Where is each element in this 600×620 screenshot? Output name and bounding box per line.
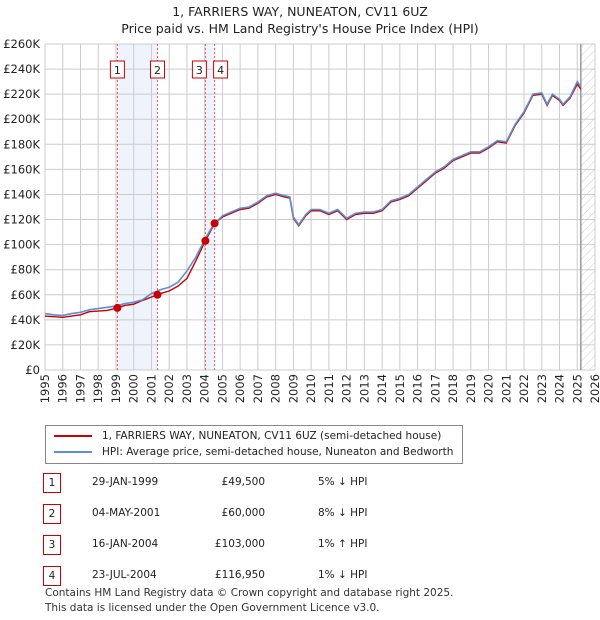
x-tick-label: 2006 [233,374,247,403]
y-tick-label: £180K [3,137,40,151]
sale-label: 3 [196,64,203,77]
sale-label: 2 [154,64,161,77]
chart-title: 1, FARRIERS WAY, NUNEATON, CV11 6UZ [172,4,428,19]
shaded-period-3-4 [205,44,215,370]
row-number: 3 [43,535,61,555]
x-tick-label: 2023 [535,374,549,403]
x-tick-label: 2026 [588,374,600,403]
table-row: 3 16-JAN-2004 £103,000 1% ↑ HPI [0,535,600,555]
x-tick-label: 2020 [482,374,496,403]
x-tick-label: 2004 [198,374,212,403]
y-tick-label: £240K [3,62,40,76]
shaded-period-1-2 [117,44,158,370]
x-tick-label: 2018 [446,374,460,403]
x-tick-label: 1999 [109,374,123,403]
sale-label-box [213,60,229,79]
x-tick-label: 2024 [553,374,567,403]
row-hpi: 5% ↓ HPI [318,476,368,488]
table-row: 1 29-JAN-1999 £49,500 5% ↓ HPI [0,473,600,493]
sale-label: 1 [114,64,121,77]
x-tick-label: 2014 [375,374,389,403]
x-tick-label: 2008 [269,374,283,403]
row-hpi: 1% ↓ HPI [318,569,368,581]
chart-legend: 1, FARRIERS WAY, NUNEATON, CV11 6UZ (sem… [45,425,463,464]
y-tick-label: £200K [3,112,40,126]
legend-swatch-hpi [54,451,92,453]
row-date: 16-JAN-2004 [92,538,159,550]
row-date: 23-JUL-2004 [92,569,157,581]
x-tick-label: 2005 [215,374,229,403]
y-tick-label: £0 [25,363,40,377]
chart-subtitle: Price paid vs. HM Land Registry's House … [121,21,479,36]
x-tick-label: 2021 [499,374,513,403]
x-tick-label: 2000 [127,374,141,403]
footer-licence: This data is licensed under the Open Gov… [45,602,380,614]
x-tick-label: 2011 [322,374,336,403]
sale-point [113,303,122,312]
row-price: £60,000 [221,507,265,519]
x-tick-label: 2003 [180,374,194,403]
x-tick-label: 2022 [517,374,531,403]
footer-copyright: Contains HM Land Registry data © Crown c… [45,587,454,599]
legend-swatch-property [54,435,92,437]
x-tick-label: 2007 [251,374,265,403]
y-tick-label: £40K [11,313,41,327]
sale-label-box [109,60,125,79]
x-tick-label: 2010 [304,374,318,403]
y-tick-label: £120K [3,213,40,227]
row-price: £103,000 [214,538,265,550]
sale-point [210,219,219,228]
sale-label: 4 [217,64,224,77]
y-tick-label: £100K [3,238,40,252]
row-number: 2 [43,504,61,524]
y-tick-label: £80K [11,263,41,277]
x-tick-label: 2009 [286,374,300,403]
legend-label-property: 1, FARRIERS WAY, NUNEATON, CV11 6UZ (sem… [102,430,442,442]
y-tick-label: £20K [11,338,41,352]
x-tick-label: 2013 [357,374,371,403]
x-tick-label: 2015 [393,374,407,403]
row-hpi: 8% ↓ HPI [318,507,368,519]
x-tick-label: 1997 [73,374,87,403]
y-tick-label: £260K [3,37,40,51]
x-tick-label: 2001 [144,374,158,403]
table-row: 4 23-JUL-2004 £116,950 1% ↓ HPI [0,566,600,586]
row-date: 29-JAN-1999 [92,476,159,488]
x-tick-label: 2017 [428,374,442,403]
row-price: £116,950 [214,569,265,581]
price-paid-line [44,80,582,317]
price-chart: 1995 1996 1997 1998 1999 2000 2001 2002 2003 2004… [3,37,600,403]
x-tick-label: 2012 [340,374,354,403]
y-tick-label: £140K [3,187,40,201]
y-tick-label: £60K [11,288,41,302]
y-tick-label: £220K [3,87,40,101]
x-tick-label: 1998 [91,374,105,403]
sale-label-box [149,60,165,79]
row-number: 1 [43,473,61,493]
x-tick-label: 2019 [464,374,478,403]
x-tick-label: 2002 [162,374,176,403]
sale-label-box [191,60,207,79]
legend-label-hpi: HPI: Average price, semi-detached house,… [102,446,454,458]
sale-point [153,290,162,299]
row-date: 04-MAY-2001 [92,507,161,519]
row-price: £49,500 [221,476,265,488]
y-tick-label: £160K [3,162,40,176]
row-hpi: 1% ↑ HPI [318,538,368,550]
x-tick-label: 1995 [38,374,52,403]
x-tick-label: 2016 [411,374,425,403]
table-row: 2 04-MAY-2001 £60,000 8% ↓ HPI [0,504,600,524]
x-tick-label: 2025 [570,374,584,403]
forecast-hatch [580,44,595,370]
row-number: 4 [43,566,61,586]
sale-point [201,236,210,245]
x-tick-label: 1996 [56,374,70,403]
